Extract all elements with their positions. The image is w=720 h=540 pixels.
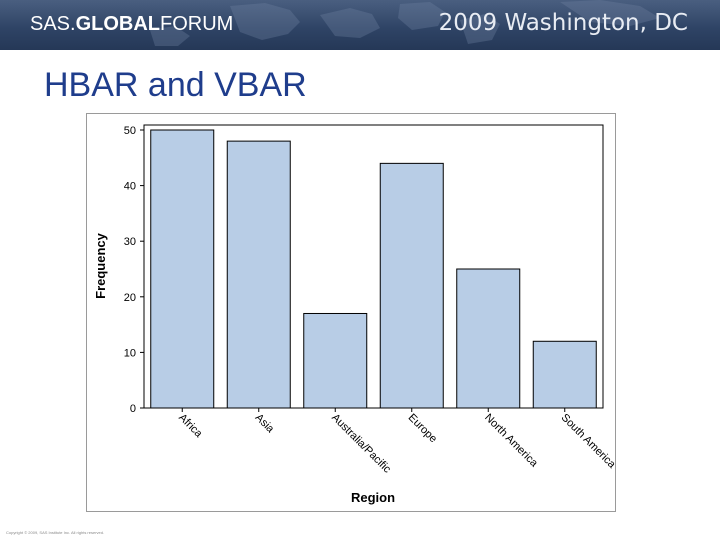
header-banner: SAS.GLOBALFORUM 2009 Washington, DC [0, 0, 720, 50]
x-category-label: South America [559, 412, 617, 472]
y-tick-label: 20 [124, 292, 136, 304]
y-tick-label: 10 [124, 347, 136, 359]
bar-chart: 0 10 20 30 40 50 Africa Asia Australia/Pacific E… [93, 124, 617, 505]
bars-group [150, 129, 597, 409]
x-category-label: Europe [406, 412, 440, 446]
y-tick-label: 50 [124, 125, 136, 137]
logo-global-text: GLOBAL [75, 13, 161, 35]
bar-asia [226, 140, 291, 409]
bar-europe [379, 162, 444, 409]
y-axis-label: Frequency [93, 232, 108, 299]
y-tick-label: 0 [130, 403, 136, 415]
y-tick-label: 30 [124, 236, 136, 248]
bar-south-america [532, 340, 597, 409]
x-category-label: Asia [253, 412, 277, 436]
y-axis: 0 10 20 30 40 50 [124, 125, 144, 415]
x-category-label: Australia/Pacific [329, 412, 393, 476]
bar-africa [150, 129, 215, 409]
plot-area [143, 124, 604, 409]
x-axis-label: Region [351, 490, 395, 505]
slide-title: HBAR and VBAR [44, 66, 307, 104]
x-category-label: North America [482, 412, 540, 470]
copyright-footer: Copyright © 2009, SAS Institute Inc. All… [6, 530, 105, 535]
sas-global-forum-logo: SAS.GLOBALFORUM [30, 13, 233, 36]
x-category-label: Africa [176, 412, 205, 441]
logo-forum-text: FORUM [160, 13, 234, 35]
chart-frame: 0 10 20 30 40 50 Africa Asia Australia/Pacific E… [86, 113, 617, 512]
bar-australia-pacific [303, 312, 368, 409]
map-texture-background [150, 0, 660, 46]
event-location: 2009 Washington, DC [438, 10, 688, 36]
logo-sas-text: SAS. [30, 13, 76, 35]
y-tick-label: 40 [124, 181, 136, 193]
bar-north-america [456, 268, 521, 409]
x-axis: Africa Asia Australia/Pacific Europe North A… [176, 408, 617, 476]
